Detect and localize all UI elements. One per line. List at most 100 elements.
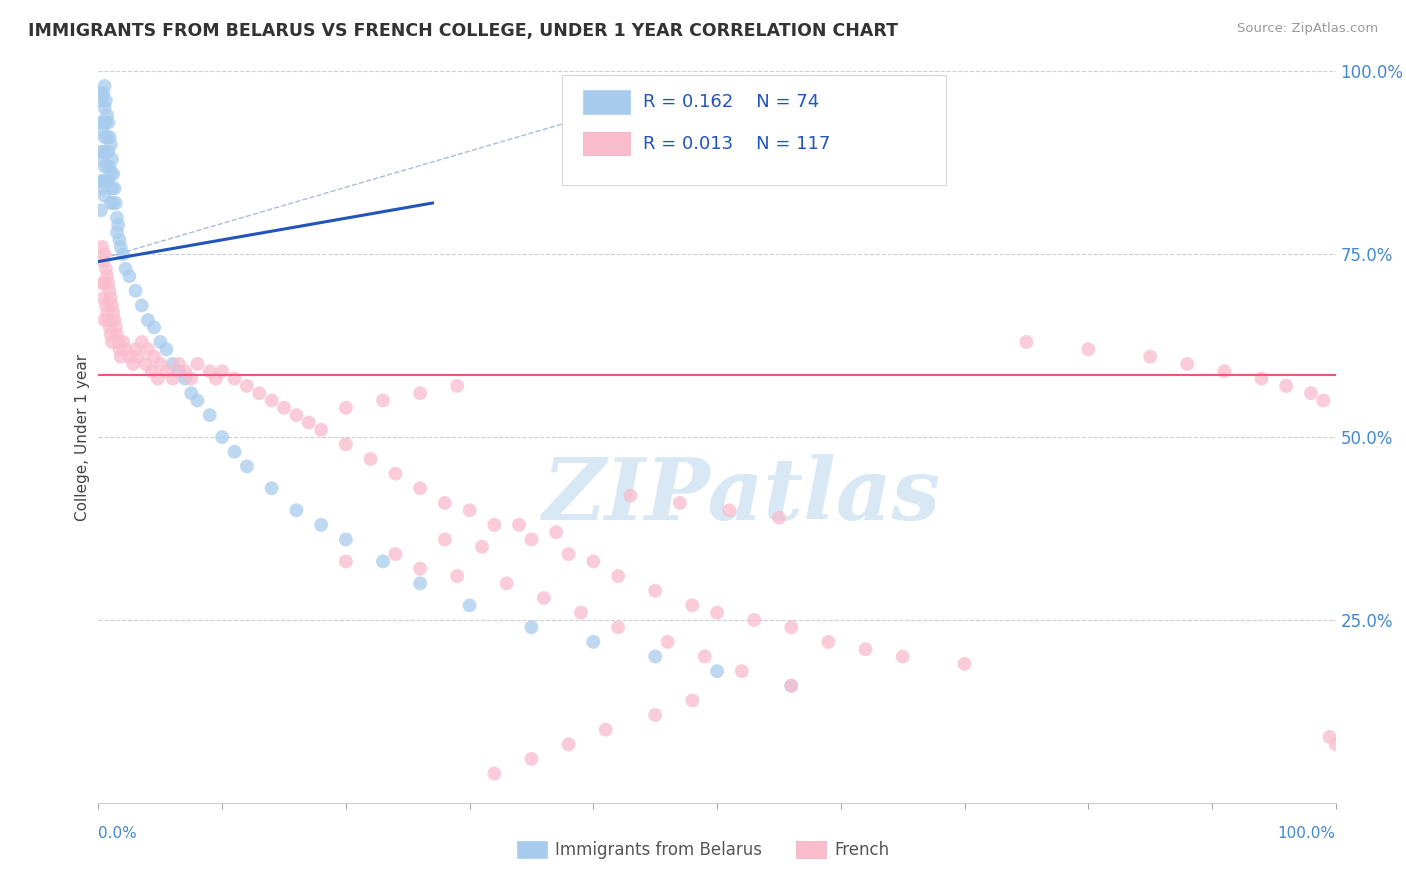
Point xyxy=(93,254,115,268)
Point xyxy=(167,364,190,378)
Point xyxy=(180,386,202,401)
Point xyxy=(644,708,666,723)
Point xyxy=(97,277,120,291)
Point xyxy=(409,576,432,591)
Point xyxy=(706,664,728,678)
Point xyxy=(433,496,456,510)
Point xyxy=(471,540,494,554)
Legend: Immigrants from Belarus, French: Immigrants from Belarus, French xyxy=(510,834,896,866)
Point xyxy=(1139,350,1161,364)
Point xyxy=(742,613,765,627)
Point xyxy=(94,94,117,108)
Point xyxy=(520,752,543,766)
Point xyxy=(817,635,839,649)
Point xyxy=(136,343,159,357)
Point xyxy=(93,313,115,327)
Point xyxy=(104,196,127,211)
Point xyxy=(174,371,197,385)
Point xyxy=(706,606,728,620)
Point xyxy=(93,188,115,202)
Text: Source: ZipAtlas.com: Source: ZipAtlas.com xyxy=(1237,22,1378,36)
Point xyxy=(595,723,617,737)
Point xyxy=(211,364,233,378)
Point xyxy=(98,284,121,298)
Point xyxy=(247,386,270,401)
Point xyxy=(124,284,146,298)
Point xyxy=(1319,730,1341,744)
Point xyxy=(108,233,131,247)
Point xyxy=(582,554,605,568)
Point xyxy=(1324,737,1347,751)
Point xyxy=(1015,334,1038,349)
Point xyxy=(105,225,128,239)
Point xyxy=(91,123,114,137)
Point xyxy=(1299,386,1322,401)
Point xyxy=(134,357,156,371)
Point xyxy=(97,313,120,327)
Point xyxy=(93,78,115,93)
Point xyxy=(371,554,394,568)
Point xyxy=(90,203,112,218)
Point xyxy=(100,137,122,152)
Point xyxy=(91,94,114,108)
Point xyxy=(167,357,190,371)
Point xyxy=(298,416,321,430)
Point xyxy=(103,181,125,195)
Text: 0.0%: 0.0% xyxy=(98,827,138,841)
Point xyxy=(1175,357,1198,371)
Point xyxy=(91,240,114,254)
Point xyxy=(96,160,118,174)
Point xyxy=(619,489,641,503)
Point xyxy=(546,525,568,540)
Y-axis label: College, Under 1 year: College, Under 1 year xyxy=(75,353,90,521)
Point xyxy=(495,576,517,591)
Point xyxy=(155,343,177,357)
Point xyxy=(101,152,124,166)
Point xyxy=(101,298,124,312)
Point xyxy=(91,152,114,166)
Point xyxy=(335,533,357,547)
Point xyxy=(110,240,132,254)
Point xyxy=(174,364,197,378)
Point xyxy=(90,174,112,188)
Point xyxy=(105,211,128,225)
Point xyxy=(100,327,122,342)
Point xyxy=(141,364,163,378)
Point xyxy=(90,87,112,101)
Point xyxy=(446,379,468,393)
Point xyxy=(484,766,506,780)
Point xyxy=(103,196,125,211)
Point xyxy=(127,350,149,364)
Bar xyxy=(583,132,630,155)
Point xyxy=(236,459,259,474)
Point xyxy=(409,562,432,576)
Point xyxy=(96,269,118,284)
Point xyxy=(93,87,115,101)
Point xyxy=(211,430,233,444)
Point xyxy=(131,334,153,349)
Point xyxy=(100,167,122,181)
Point xyxy=(149,357,172,371)
Point xyxy=(891,649,914,664)
FancyBboxPatch shape xyxy=(562,75,946,185)
Point xyxy=(557,547,579,561)
Point xyxy=(1250,371,1272,385)
Point xyxy=(96,108,118,122)
Point xyxy=(93,145,115,159)
Point xyxy=(114,261,136,276)
Point xyxy=(100,196,122,211)
Point xyxy=(149,334,172,349)
Point xyxy=(446,569,468,583)
Point xyxy=(104,320,127,334)
Point xyxy=(112,247,135,261)
Point xyxy=(93,101,115,115)
Point xyxy=(93,277,115,291)
Point xyxy=(98,130,121,145)
Point xyxy=(285,503,308,517)
Point xyxy=(953,657,976,671)
Point xyxy=(94,115,117,129)
Point xyxy=(103,313,125,327)
Point xyxy=(731,664,754,678)
Point xyxy=(1275,379,1298,393)
Point xyxy=(780,620,803,634)
